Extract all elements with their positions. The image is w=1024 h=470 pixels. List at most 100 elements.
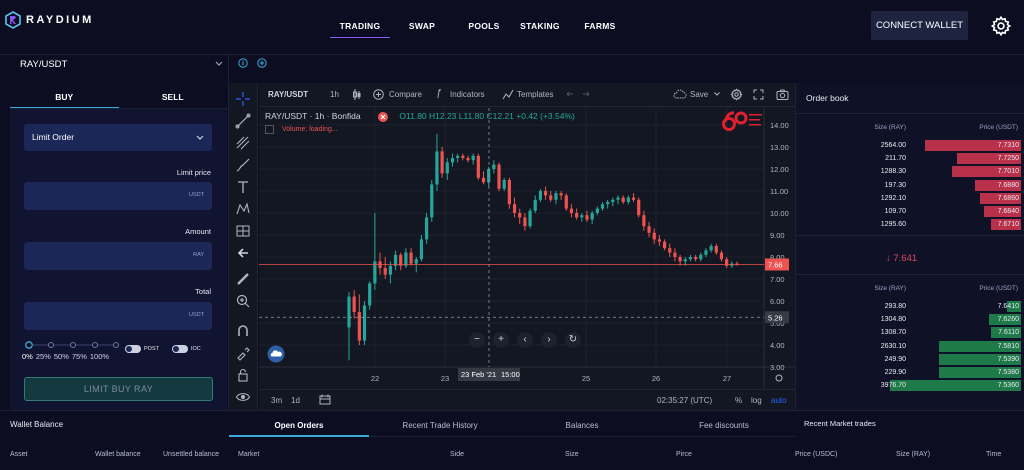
- bid-row[interactable]: 3976.70 7.5360: [796, 379, 1024, 392]
- tab-balances[interactable]: Balances: [565, 421, 599, 430]
- add-icon[interactable]: [257, 58, 267, 68]
- indicators-icon[interactable]: ƒ: [436, 88, 442, 99]
- compare-button[interactable]: Compare: [389, 90, 422, 99]
- depth-bar: [938, 367, 1021, 378]
- bid-row[interactable]: 2630.10 7.5810: [796, 340, 1024, 353]
- auto-scale[interactable]: auto: [771, 396, 787, 405]
- ask-row[interactable]: 1295.60 7.6710: [796, 218, 1024, 231]
- post-toggle[interactable]: POST: [125, 345, 159, 353]
- legend-ohlc: O11.80 H12.23 L11.80 C12.21 +0.42 (+3.54…: [399, 111, 575, 121]
- fullscreen-icon[interactable]: [753, 89, 764, 100]
- nav-pools[interactable]: POOLS: [468, 21, 500, 31]
- date-range-icon[interactable]: [319, 394, 331, 405]
- nav-staking[interactable]: STAKING: [520, 21, 560, 31]
- ask-row[interactable]: 2564.00 7.7310: [796, 139, 1024, 152]
- ask-row[interactable]: 109.70 7.6840: [796, 205, 1024, 218]
- prediction-icon[interactable]: [235, 223, 251, 239]
- magnet-icon[interactable]: [235, 323, 251, 339]
- redo-icon[interactable]: [581, 89, 591, 99]
- eye-icon[interactable]: [235, 389, 251, 405]
- brush-icon[interactable]: [235, 157, 251, 173]
- candle-body: [642, 215, 646, 227]
- market-pair-selector[interactable]: RAY/USDT: [20, 59, 68, 70]
- gear-icon[interactable]: [990, 15, 1012, 37]
- log-scale[interactable]: log: [751, 396, 762, 405]
- chevron-down-icon[interactable]: [714, 92, 720, 96]
- range-3m[interactable]: 3m: [271, 396, 283, 405]
- chart-interval[interactable]: 1h: [330, 90, 339, 99]
- save-button[interactable]: Save: [690, 90, 709, 99]
- amount-input[interactable]: RAY: [24, 242, 212, 270]
- candle-body: [347, 296, 351, 328]
- pct-25[interactable]: 25%: [35, 352, 51, 361]
- nav-swap[interactable]: SWAP: [408, 21, 436, 31]
- bid-row[interactable]: 1304.80 7.6260: [796, 313, 1024, 326]
- chart-bottom-bar: 3m 1d 02:35:27 (UTC) % log auto: [259, 389, 795, 410]
- nav-trading[interactable]: TRADING: [330, 21, 390, 38]
- ask-row[interactable]: 211.70 7.7250: [796, 152, 1024, 165]
- tab-buy[interactable]: BUY: [10, 88, 119, 108]
- indicators-button[interactable]: Indicators: [450, 90, 485, 99]
- scroll-left-icon[interactable]: ‹: [517, 332, 533, 348]
- tab-open-orders[interactable]: Open Orders: [274, 421, 324, 430]
- pct-50[interactable]: 50%: [53, 352, 69, 361]
- trend-line-icon[interactable]: [235, 113, 251, 129]
- chart-symbol[interactable]: RAY/USDT: [268, 90, 309, 99]
- lock-drawing-icon[interactable]: [235, 345, 251, 361]
- candlestick-plot[interactable]: 3.00 4.00 5.00 6.00 7.00 8.00 9.00 10.00 11.00 12…: [259, 108, 795, 389]
- scroll-right-icon[interactable]: ›: [541, 332, 557, 348]
- utc-clock[interactable]: 02:35:27 (UTC): [657, 396, 713, 405]
- price-chart[interactable]: RAY/USDT 1h Compare ƒ Indicators Templat…: [259, 83, 795, 410]
- candle-style-icon[interactable]: [352, 89, 362, 100]
- wallet-balance-title: Wallet Balance: [10, 420, 64, 429]
- crosshair-icon[interactable]: [235, 91, 251, 107]
- chevron-down-icon[interactable]: [215, 61, 223, 67]
- tab-recent-trade-history[interactable]: Recent Trade History: [402, 421, 478, 430]
- bid-row[interactable]: 249.90 7.5390: [796, 353, 1024, 366]
- lock-icon[interactable]: [235, 367, 251, 383]
- bid-row[interactable]: 1308.70 7.6110: [796, 326, 1024, 339]
- pct-100[interactable]: 100%: [89, 352, 110, 361]
- amount-slider[interactable]: [25, 341, 120, 349]
- ask-row[interactable]: 1292.10 7.6860: [796, 192, 1024, 205]
- fib-icon[interactable]: [235, 135, 251, 151]
- limit-price-input[interactable]: USDT: [24, 182, 212, 210]
- remove-series-icon[interactable]: [378, 112, 388, 122]
- bid-row[interactable]: 229.90 7.5380: [796, 366, 1024, 379]
- camera-icon[interactable]: [776, 89, 789, 100]
- brand[interactable]: RAYDIUM: [5, 11, 94, 29]
- ruler-icon[interactable]: [235, 271, 251, 287]
- undo-icon[interactable]: [565, 89, 575, 99]
- tradingview-logo-icon[interactable]: [267, 345, 285, 363]
- pct-0[interactable]: 0%: [22, 352, 33, 361]
- candle-body: [393, 254, 398, 266]
- templates-button[interactable]: Templates: [517, 90, 554, 99]
- tab-sell[interactable]: SELL: [161, 92, 184, 102]
- info-icon[interactable]: [238, 58, 248, 68]
- pct-75[interactable]: 75%: [71, 352, 87, 361]
- tab-fee-discounts[interactable]: Fee discounts: [699, 421, 749, 430]
- collapse-legend-icon[interactable]: [265, 125, 274, 134]
- compare-icon[interactable]: [373, 89, 384, 100]
- arrow-left-icon[interactable]: [235, 245, 251, 261]
- nav-farms[interactable]: FARMS: [584, 21, 616, 31]
- order-type-select[interactable]: Limit Order: [24, 124, 212, 151]
- text-icon[interactable]: [235, 179, 251, 195]
- zoom-out-icon[interactable]: −: [469, 332, 485, 348]
- bid-row[interactable]: 293.80 7.6410: [796, 300, 1024, 313]
- cloud-icon[interactable]: [673, 89, 687, 99]
- pattern-icon[interactable]: [235, 201, 251, 217]
- ask-row[interactable]: 197.30 7.6880: [796, 179, 1024, 192]
- total-input[interactable]: USDT: [24, 302, 212, 330]
- percent-scale[interactable]: %: [735, 396, 743, 405]
- range-1d[interactable]: 1d: [291, 396, 300, 405]
- ask-row[interactable]: 1288.30 7.7010: [796, 165, 1024, 178]
- chart-settings-icon[interactable]: [730, 88, 743, 101]
- zoom-in-icon[interactable]: +: [493, 332, 509, 348]
- ioc-toggle[interactable]: IOC: [172, 345, 201, 353]
- reset-chart-icon[interactable]: ↻: [565, 332, 581, 348]
- limit-buy-button[interactable]: LIMIT BUY RAY: [24, 377, 213, 401]
- templates-icon[interactable]: [502, 89, 514, 100]
- connect-wallet-button[interactable]: CONNECT WALLET: [871, 11, 968, 40]
- zoom-in-icon[interactable]: [235, 293, 251, 309]
